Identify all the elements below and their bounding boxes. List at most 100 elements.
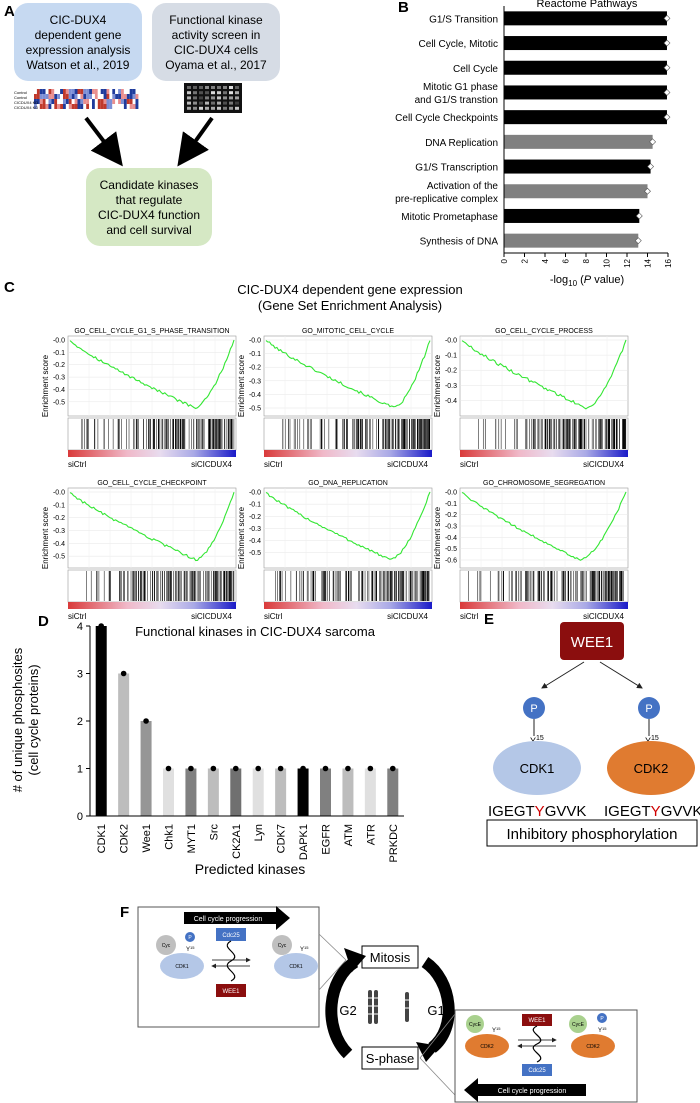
p-left — [185, 932, 195, 942]
seq2-pre: IGEGT — [604, 803, 651, 820]
wee1-label: WEE1 — [571, 634, 614, 651]
cdk1-right — [274, 953, 318, 979]
x-tick-label: 2 — [521, 258, 530, 263]
gsea-plot: GO_DNA_REPLICATION -0.0 -0.1 -0.2 -0.3 -0.4 -0… — [237, 480, 433, 621]
right-progression-arrow — [464, 1078, 586, 1102]
heatmap-cell — [115, 104, 119, 109]
heatmap-cell — [48, 99, 52, 104]
heatmap-cell — [118, 89, 121, 94]
single-chromosome — [403, 992, 411, 1022]
data-point — [143, 718, 149, 724]
heatmap-cell — [83, 94, 87, 99]
heatmap-cell — [103, 99, 107, 104]
x-tick-label: 14 — [644, 258, 653, 267]
heatmap-cell — [135, 99, 139, 104]
heatmap-cell — [97, 89, 101, 94]
heatmap-cell — [57, 89, 61, 94]
heatmap-cell — [65, 99, 69, 104]
gsea-plot: GO_MITOTIC_CELL_CYCLE -0.0 -0.1 -0.2 -0.3 -0.… — [237, 328, 433, 469]
heatmap-row-label-2: Control — [14, 95, 27, 100]
gsea-y-tick: -0.2 — [53, 362, 65, 369]
category-label: ATM — [343, 824, 355, 846]
category-label: Synthesis of DNA — [420, 237, 499, 248]
gsea-y-tick: -0.2 — [445, 512, 457, 519]
heatmap-cell — [94, 99, 98, 104]
heatmap-cell — [115, 99, 119, 104]
x-tick-label: 0 — [500, 258, 509, 263]
x-tick-label: 10 — [603, 258, 612, 267]
bar-end-marker — [663, 113, 671, 121]
box2-line-2: activity screen in — [172, 28, 261, 42]
heatmap-cell — [39, 104, 43, 109]
gsea-y-tick: -0.0 — [249, 490, 261, 497]
category-label: CDK7 — [276, 824, 288, 853]
heatmap-cell — [80, 89, 84, 94]
blot-spot — [193, 101, 197, 105]
sup-cdk1: 15 — [536, 735, 544, 742]
blot-spot — [211, 101, 215, 105]
rank-gradient — [460, 602, 628, 609]
heatmap-cell — [83, 104, 87, 109]
data-point — [300, 765, 306, 772]
expression-heatmap — [34, 89, 139, 109]
left-callout-line-2 — [318, 959, 347, 991]
heatmap-cell — [74, 99, 78, 104]
heatmap-cell — [80, 104, 84, 109]
wee1-left-label: WEE1 — [222, 989, 240, 995]
category-label: CDK2 — [119, 824, 131, 853]
category-label: MYT1 — [186, 824, 198, 853]
s-phase-box — [361, 1046, 419, 1070]
heatmap-cell — [65, 104, 69, 109]
heatmap-cell — [34, 99, 37, 104]
heatmap-cell — [135, 89, 139, 94]
gsea-y-tick: -0.4 — [445, 398, 457, 405]
heatmap-cell — [92, 104, 95, 109]
heatmap-cell — [86, 104, 90, 109]
heatmap-cell — [129, 89, 133, 94]
gsea-y-tick: -0.3 — [53, 528, 65, 535]
bar — [252, 768, 264, 816]
p-circle-cdk1 — [523, 697, 545, 719]
heatmap-cell — [54, 89, 58, 94]
category-label: G1/S Transcription — [415, 163, 498, 174]
blot-spot — [193, 91, 197, 95]
heatmap-cell — [121, 99, 124, 104]
g1-arrowhead — [416, 1042, 440, 1062]
category-label: G1/S Transition — [429, 14, 498, 25]
heatmap-cell — [86, 89, 90, 94]
blot-spot — [211, 106, 215, 110]
bar — [504, 11, 667, 26]
bar — [504, 60, 667, 75]
heatmap-cell — [132, 89, 136, 94]
siCtrl-label: siCtrl — [460, 460, 478, 469]
bar-end-marker — [649, 138, 657, 146]
box2-line-3: CIC-DUX4 cells — [174, 43, 258, 57]
bar-end-marker — [663, 14, 671, 22]
gsea-title-line-2: (Gene Set Enrichment Analysis) — [258, 298, 442, 313]
heatmap-cell — [77, 89, 81, 94]
data-point — [367, 765, 374, 772]
cdk2-right-label: CDK2 — [586, 1044, 600, 1050]
seq2-post: GVVK — [661, 803, 700, 820]
gsea-y-tick: -0.5 — [445, 546, 457, 553]
heatmap-cell — [71, 99, 75, 104]
hits-panel — [67, 569, 237, 603]
heatmap-cell — [83, 89, 87, 94]
blot-spot — [229, 101, 233, 105]
cdc25-left-label: Cdc25 — [222, 933, 240, 939]
heatmap-cell — [109, 94, 113, 99]
p-label-cdk1: P — [530, 703, 537, 715]
siCICDUX4-label: siCICDUX4 — [387, 460, 428, 469]
panel-c: C CIC-DUX4 dependent gene expression (Ge… — [4, 279, 629, 621]
box1-line-1: CIC-DUX4 — [50, 13, 107, 27]
blot-spot — [199, 86, 203, 89]
result-line-2: that regulate — [116, 193, 183, 207]
heatmap-cell — [36, 104, 40, 109]
box2-line-4: Oyama et al., 2017 — [165, 58, 267, 72]
blot-spot — [217, 106, 221, 110]
blot-spot — [205, 106, 209, 110]
gsea-y-tick: -0.4 — [249, 392, 261, 399]
bar-end-marker — [634, 237, 642, 245]
blot-spot — [193, 96, 197, 100]
